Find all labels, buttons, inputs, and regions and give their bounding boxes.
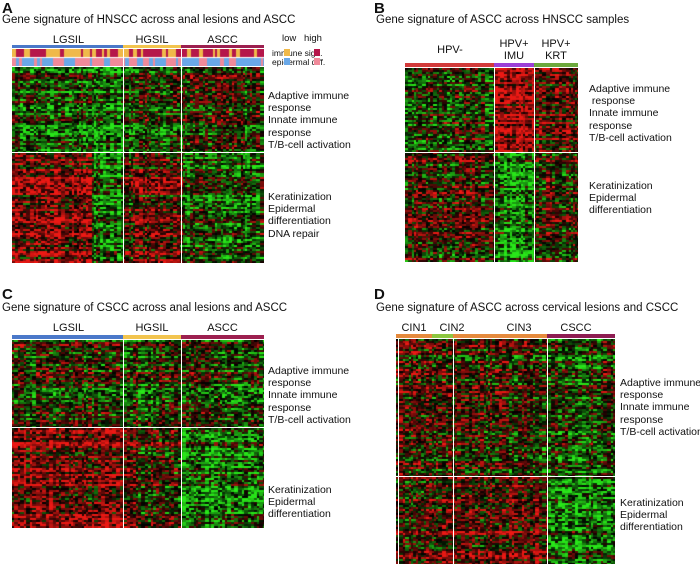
panel-b-annotation-keratin: Keratinization Epidermal differentiation — [589, 180, 653, 217]
panel-b-divider-2 — [534, 68, 535, 262]
panel-d-letter: D — [374, 286, 385, 303]
legend-high-label: high — [304, 33, 322, 44]
panel-c-divider-2 — [181, 340, 182, 528]
legend-immune-low-swatch — [284, 49, 290, 56]
panel-c-group-bar-lgsil — [12, 335, 123, 339]
legend-epidermal-label: epidermal diff. — [272, 57, 326, 67]
panel-c-divider-1 — [123, 340, 124, 528]
panel-d-group-bar-cin1 — [396, 334, 432, 338]
panel-c-letter: C — [2, 286, 13, 303]
panel-a-group-bar-ascc — [181, 45, 264, 48]
panel-a-group-label-lgsil: LGSIL — [52, 34, 85, 46]
panel-c-annotation-keratin: Keratinization Epidermal differentiation — [268, 484, 332, 521]
panel-c-group-bar-hgsil — [123, 335, 181, 339]
panel-c-annotation-immune: Adaptive immune response Innate immune r… — [268, 365, 351, 426]
panel-b-group-label-hpv-imu: HPV+ IMU — [499, 38, 529, 62]
panel-c-group-label-lgsil: LGSIL — [52, 322, 85, 334]
panel-a-group-label-hgsil: HGSIL — [135, 34, 169, 46]
panel-b-cluster-divider — [405, 152, 578, 153]
panel-b-group-bar-hpv-neg — [405, 63, 494, 67]
panel-d-group-bar-cscc — [547, 334, 615, 338]
panel-d-divider-3 — [547, 339, 548, 564]
panel-a-heatmap — [12, 67, 264, 263]
legend-immune-label: immune sign. — [272, 48, 323, 58]
panel-c-group-bar-ascc — [181, 335, 264, 339]
panel-a-title: Gene signature of HNSCC across anal lesi… — [2, 14, 296, 26]
panel-d-group-label-cin3: CIN3 — [506, 322, 532, 334]
panel-a-cluster-divider — [12, 152, 264, 153]
legend-low-label: low — [282, 33, 297, 44]
panel-a-group-bar-hgsil — [123, 45, 181, 48]
panel-d-heatmap — [396, 339, 615, 564]
panel-b-title: Gene signature of ASCC across HNSCC samp… — [376, 14, 630, 26]
panel-d-annotation-keratin: Keratinization Epidermal differentiation — [620, 497, 684, 534]
panel-a-annotation-immune: Adaptive immune response Innate immune r… — [268, 90, 351, 151]
panel-b-divider-1 — [494, 68, 495, 262]
panel-a-letter: A — [2, 0, 13, 17]
panel-d-divider-2 — [453, 339, 454, 564]
panel-d-annotation-immune: Adaptive immune response Innate immune r… — [620, 377, 700, 438]
panel-d-title: Gene signature of ASCC across cervical l… — [376, 302, 679, 314]
panel-a-divider-2 — [181, 49, 182, 263]
legend-epi-low-swatch — [284, 58, 290, 65]
panel-d-group-label-cscc: CSCC — [560, 322, 592, 334]
panel-d-group-label-cin2: CIN2 — [439, 322, 465, 334]
panel-d-group-bar-cin3 — [453, 334, 547, 338]
legend-epi-high-swatch — [314, 58, 320, 65]
panel-a-group-bar-lgsil — [12, 45, 123, 48]
panel-a-legend: low high — [270, 33, 390, 64]
panel-b-group-bar-hpv-krt — [534, 63, 578, 67]
panel-b-letter: B — [374, 0, 385, 17]
panel-b-group-label-hpv-neg: HPV- — [437, 44, 463, 56]
panel-a-annotation-keratin: Keratinization Epidermal differentiation… — [268, 191, 332, 240]
panel-c-title: Gene signature of CSCC across anal lesio… — [2, 302, 288, 314]
panel-c-group-label-hgsil: HGSIL — [135, 322, 169, 334]
panel-b-annotation-immune: Adaptive immune response Innate immune r… — [589, 83, 672, 144]
panel-d-group-label-cin1: CIN1 — [401, 322, 427, 334]
panel-c-cluster-divider — [12, 427, 264, 428]
panel-c-heatmap — [12, 340, 264, 528]
panel-d-cluster-divider — [396, 476, 615, 477]
panel-b-group-label-hpv-krt: HPV+ KRT — [541, 38, 571, 62]
panel-d-group-bar-cin2 — [432, 334, 453, 338]
panel-c-group-label-ascc: ASCC — [207, 322, 238, 334]
panel-a-divider-1 — [123, 49, 124, 263]
panel-b-heatmap — [405, 68, 578, 262]
panel-a-sample-annotation-bars — [12, 49, 264, 66]
panel-d-divider-1 — [398, 339, 399, 564]
legend-immune-high-swatch — [314, 49, 320, 56]
panel-b-group-bar-hpv-imu — [494, 63, 534, 67]
panel-a-group-label-ascc: ASCC — [207, 34, 238, 46]
